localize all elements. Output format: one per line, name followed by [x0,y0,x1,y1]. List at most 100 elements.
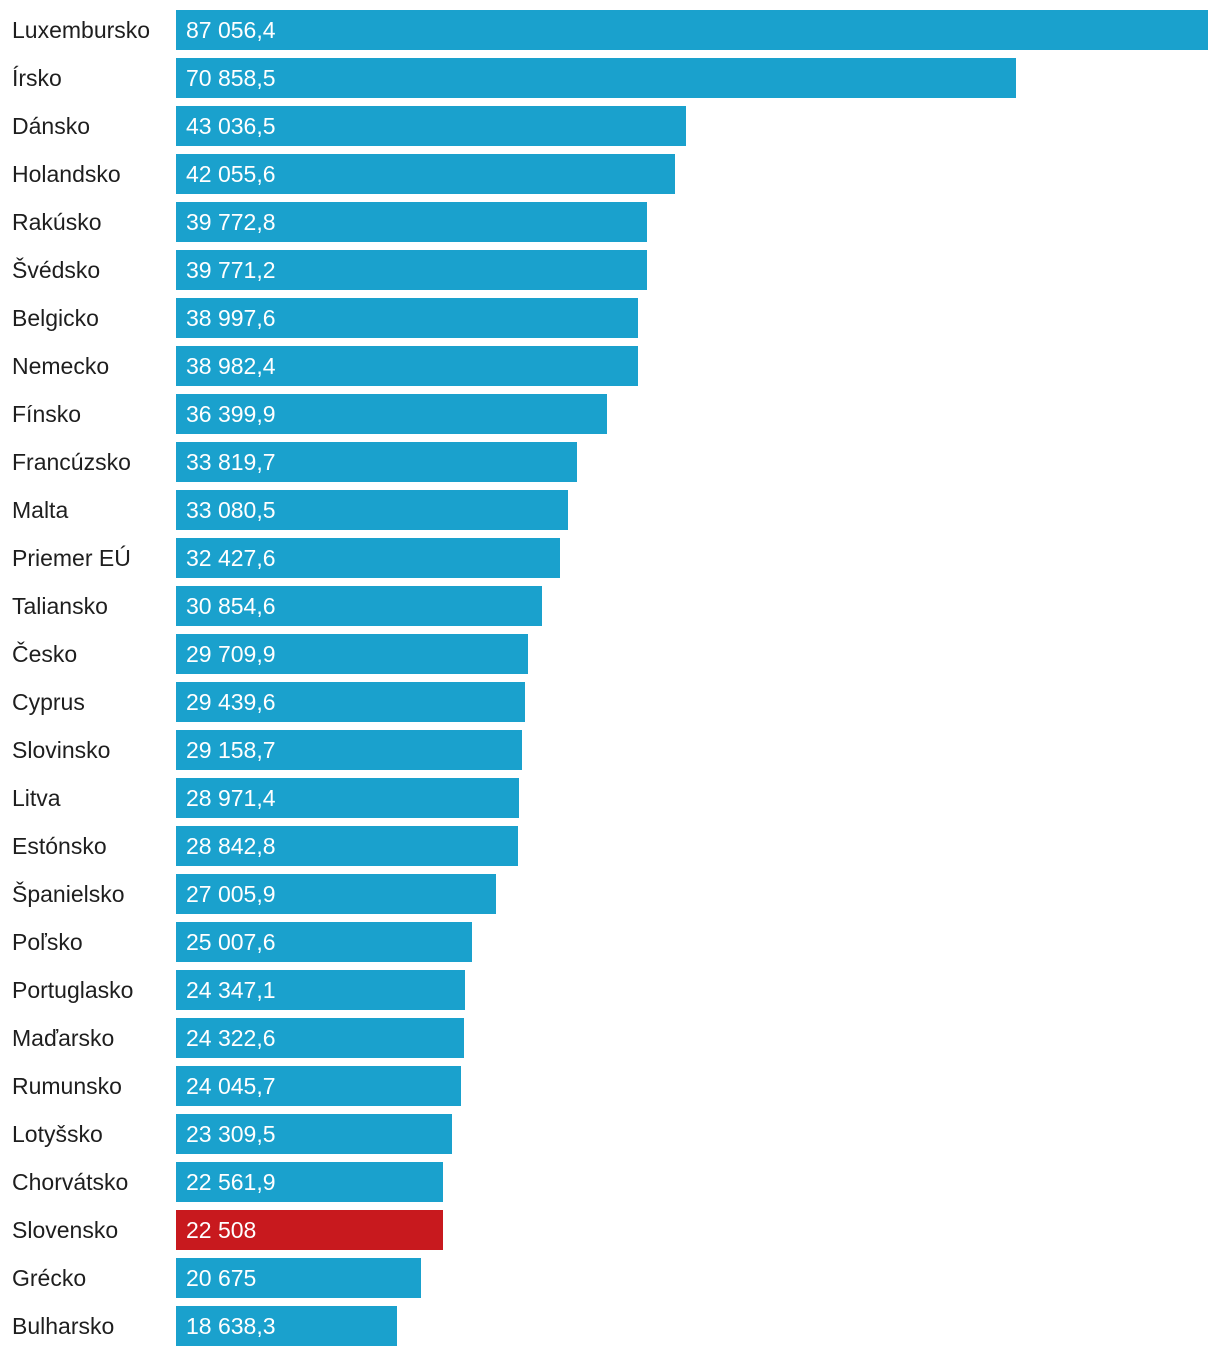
category-label: Poľsko [12,929,83,955]
bar-row: Nemecko 38 982,4 [0,346,1220,386]
bar [176,1162,443,1202]
category-label: Cyprus [12,689,85,715]
bar-row: Litva 28 971,4 [0,778,1220,818]
category-label: Česko [12,641,78,667]
category-label: Španielsko [12,881,125,907]
bar-row: Španielsko 27 005,9 [0,874,1220,914]
bar [176,1306,397,1346]
value-label: 87 056,4 [186,17,276,43]
bar [176,778,519,818]
bar-row: Holandsko 42 055,6 [0,154,1220,194]
bar-row: Dánsko 43 036,5 [0,106,1220,146]
bar-row: Česko 29 709,9 [0,634,1220,674]
category-label: Belgicko [12,305,99,331]
bar [176,106,686,146]
bar [176,970,465,1010]
bar [176,10,1208,50]
value-label: 29 709,9 [186,641,276,667]
category-label: Malta [12,497,69,523]
value-label: 18 638,3 [186,1313,276,1339]
value-label: 29 158,7 [186,737,276,763]
value-label: 22 508 [186,1217,257,1243]
bar-row: Fínsko 36 399,9 [0,394,1220,434]
bar-row: Luxembursko 87 056,4 [0,10,1220,50]
category-label: Holandsko [12,161,121,187]
bar-row: Priemer EÚ 32 427,6 [0,538,1220,578]
value-label: 20 675 [186,1265,257,1291]
value-label: 32 427,6 [186,545,276,571]
bar-row: Chorvátsko 22 561,9 [0,1162,1220,1202]
value-label: 28 971,4 [186,785,276,811]
category-label: Rumunsko [12,1073,122,1099]
category-label: Nemecko [12,353,110,379]
bar-row: Lotyšsko 23 309,5 [0,1114,1220,1154]
bar [176,922,472,962]
category-label: Estónsko [12,833,107,859]
bar-row: Poľsko 25 007,6 [0,922,1220,962]
bar [176,394,607,434]
bar [176,586,542,626]
category-label: Maďarsko [12,1025,115,1051]
category-label: Lotyšsko [12,1121,103,1147]
category-label: Írsko [12,65,62,91]
bar [176,490,568,530]
bar [176,1066,461,1106]
bar [176,1018,464,1058]
bar [176,1210,443,1250]
bar-row: Malta 33 080,5 [0,490,1220,530]
bar-row: Cyprus 29 439,6 [0,682,1220,722]
category-label: Taliansko [12,593,108,619]
bar-row: Belgicko 38 997,6 [0,298,1220,338]
bar-row: Estónsko 28 842,8 [0,826,1220,866]
bar [176,1114,452,1154]
value-label: 43 036,5 [186,113,276,139]
category-label: Portuglasko [12,977,134,1003]
bar-row: Rumunsko 24 045,7 [0,1066,1220,1106]
bar-row: Slovensko 22 508 [0,1210,1220,1250]
value-label: 24 347,1 [186,977,276,1003]
bar [176,346,638,386]
bar [176,154,675,194]
value-label: 70 858,5 [186,65,276,91]
bar-row: Grécko 20 675 [0,1258,1220,1298]
bar [176,250,647,290]
bar [176,1258,421,1298]
bar-row: Maďarsko 24 322,6 [0,1018,1220,1058]
value-label: 24 322,6 [186,1025,276,1051]
bar [176,826,518,866]
bar [176,682,525,722]
value-label: 42 055,6 [186,161,276,187]
category-label: Grécko [12,1265,87,1291]
category-label: Francúzsko [12,449,131,475]
value-label: 39 772,8 [186,209,276,235]
bar [176,538,560,578]
bar-row: Írsko 70 858,5 [0,58,1220,98]
value-label: 36 399,9 [186,401,276,427]
value-label: 33 819,7 [186,449,276,475]
bar [176,442,577,482]
category-label: Slovensko [12,1217,119,1243]
value-label: 22 561,9 [186,1169,276,1195]
bar [176,202,647,242]
bar [176,58,1016,98]
value-label: 30 854,6 [186,593,276,619]
category-label: Litva [12,785,61,811]
category-label: Slovinsko [12,737,111,763]
category-label: Švédsko [12,257,101,283]
value-label: 33 080,5 [186,497,276,523]
category-label: Priemer EÚ [12,545,131,571]
value-label: 24 045,7 [186,1073,276,1099]
bar [176,730,522,770]
value-label: 25 007,6 [186,929,276,955]
bar [176,634,528,674]
category-label: Bulharsko [12,1313,115,1339]
bar-row: Slovinsko 29 158,7 [0,730,1220,770]
category-label: Chorvátsko [12,1169,129,1195]
value-label: 38 997,6 [186,305,276,331]
bar [176,874,496,914]
bar [176,298,638,338]
category-label: Luxembursko [12,17,151,43]
bar-row: Taliansko 30 854,6 [0,586,1220,626]
value-label: 29 439,6 [186,689,276,715]
